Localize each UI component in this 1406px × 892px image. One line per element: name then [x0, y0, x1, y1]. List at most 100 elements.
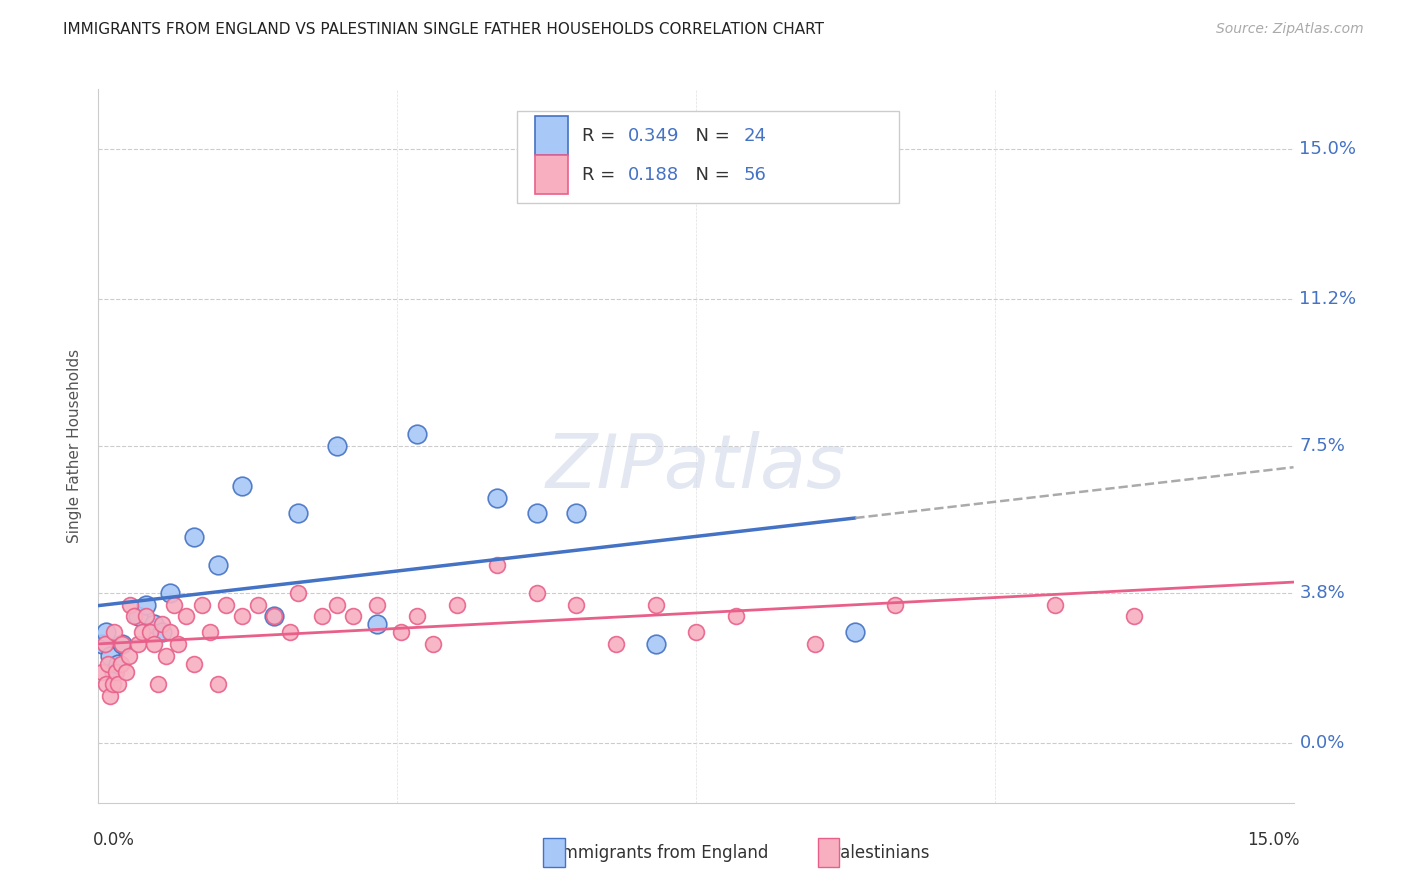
Point: [605, 637, 627, 651]
Bar: [818, 838, 839, 867]
Point: [111, 637, 134, 651]
Point: [148, 677, 170, 691]
Text: N =: N =: [685, 127, 735, 145]
Point: [485, 558, 508, 572]
Point: [526, 507, 548, 521]
Point: [107, 677, 129, 691]
Point: [844, 625, 866, 640]
Point: [159, 585, 181, 599]
Point: [485, 491, 508, 505]
Point: [326, 439, 349, 453]
Point: [107, 657, 129, 671]
Point: [246, 598, 269, 612]
Text: 7.5%: 7.5%: [1299, 437, 1346, 455]
Point: [103, 625, 125, 640]
Point: [96, 677, 118, 691]
Text: 24: 24: [744, 127, 766, 145]
Point: [326, 598, 349, 612]
Text: N =: N =: [685, 166, 735, 184]
Text: 11.2%: 11.2%: [1299, 290, 1357, 309]
Point: [97, 657, 120, 671]
Point: [131, 625, 153, 640]
Text: R =: R =: [582, 127, 621, 145]
Point: [215, 598, 238, 612]
Bar: [517, 111, 900, 203]
Point: [685, 625, 707, 640]
Point: [724, 609, 747, 624]
Point: [526, 585, 548, 599]
Point: [645, 598, 668, 612]
Point: [98, 649, 122, 664]
Point: [163, 598, 186, 612]
Point: [1123, 609, 1146, 624]
Text: 15.0%: 15.0%: [1299, 140, 1357, 158]
Point: [565, 598, 588, 612]
Point: [101, 677, 124, 691]
Text: IMMIGRANTS FROM ENGLAND VS PALESTINIAN SINGLE FATHER HOUSEHOLDS CORRELATION CHAR: IMMIGRANTS FROM ENGLAND VS PALESTINIAN S…: [63, 22, 824, 37]
Point: [143, 617, 166, 632]
Point: [231, 478, 253, 492]
Text: 0.0%: 0.0%: [1299, 734, 1346, 752]
Point: [446, 598, 468, 612]
Point: [565, 507, 588, 521]
Point: [263, 609, 285, 624]
Point: [183, 657, 205, 671]
Point: [342, 609, 364, 624]
Point: [124, 609, 146, 624]
Text: 0.0%: 0.0%: [93, 831, 135, 849]
Point: [118, 649, 141, 664]
Point: [263, 609, 285, 624]
Point: [311, 609, 333, 624]
Point: [287, 585, 309, 599]
Point: [366, 617, 388, 632]
Bar: [534, 116, 568, 155]
Point: [104, 665, 127, 679]
Point: [150, 625, 173, 640]
Text: 0.188: 0.188: [628, 166, 679, 184]
Point: [94, 637, 117, 651]
Text: Immigrants from England: Immigrants from England: [541, 844, 768, 862]
Point: [110, 657, 132, 671]
Point: [91, 637, 114, 651]
Point: [103, 665, 125, 679]
Text: R =: R =: [582, 166, 621, 184]
Point: [98, 689, 122, 703]
Bar: [543, 838, 565, 867]
Text: ZIPatlas: ZIPatlas: [546, 432, 846, 503]
Text: Palestinians: Palestinians: [815, 844, 929, 862]
Point: [120, 598, 142, 612]
Point: [159, 625, 181, 640]
Point: [207, 677, 229, 691]
Point: [884, 598, 907, 612]
Point: [389, 625, 412, 640]
Point: [150, 617, 173, 632]
Point: [135, 609, 157, 624]
Point: [231, 609, 253, 624]
Point: [804, 637, 827, 651]
Point: [645, 637, 668, 651]
Point: [278, 625, 301, 640]
Text: 3.8%: 3.8%: [1299, 583, 1346, 602]
Point: [422, 637, 444, 651]
Point: [406, 609, 429, 624]
Text: 56: 56: [744, 166, 766, 184]
Text: 15.0%: 15.0%: [1247, 831, 1299, 849]
Text: Source: ZipAtlas.com: Source: ZipAtlas.com: [1216, 22, 1364, 37]
Point: [127, 609, 149, 624]
Point: [1043, 598, 1066, 612]
Point: [127, 637, 149, 651]
Bar: [534, 155, 568, 194]
Point: [155, 649, 177, 664]
Point: [139, 625, 162, 640]
Point: [111, 637, 134, 651]
Point: [366, 598, 388, 612]
Point: [198, 625, 221, 640]
Point: [115, 665, 138, 679]
Point: [191, 598, 214, 612]
Point: [183, 530, 205, 544]
Point: [91, 665, 114, 679]
Point: [207, 558, 229, 572]
Point: [167, 637, 190, 651]
Point: [96, 625, 118, 640]
Point: [406, 427, 429, 442]
